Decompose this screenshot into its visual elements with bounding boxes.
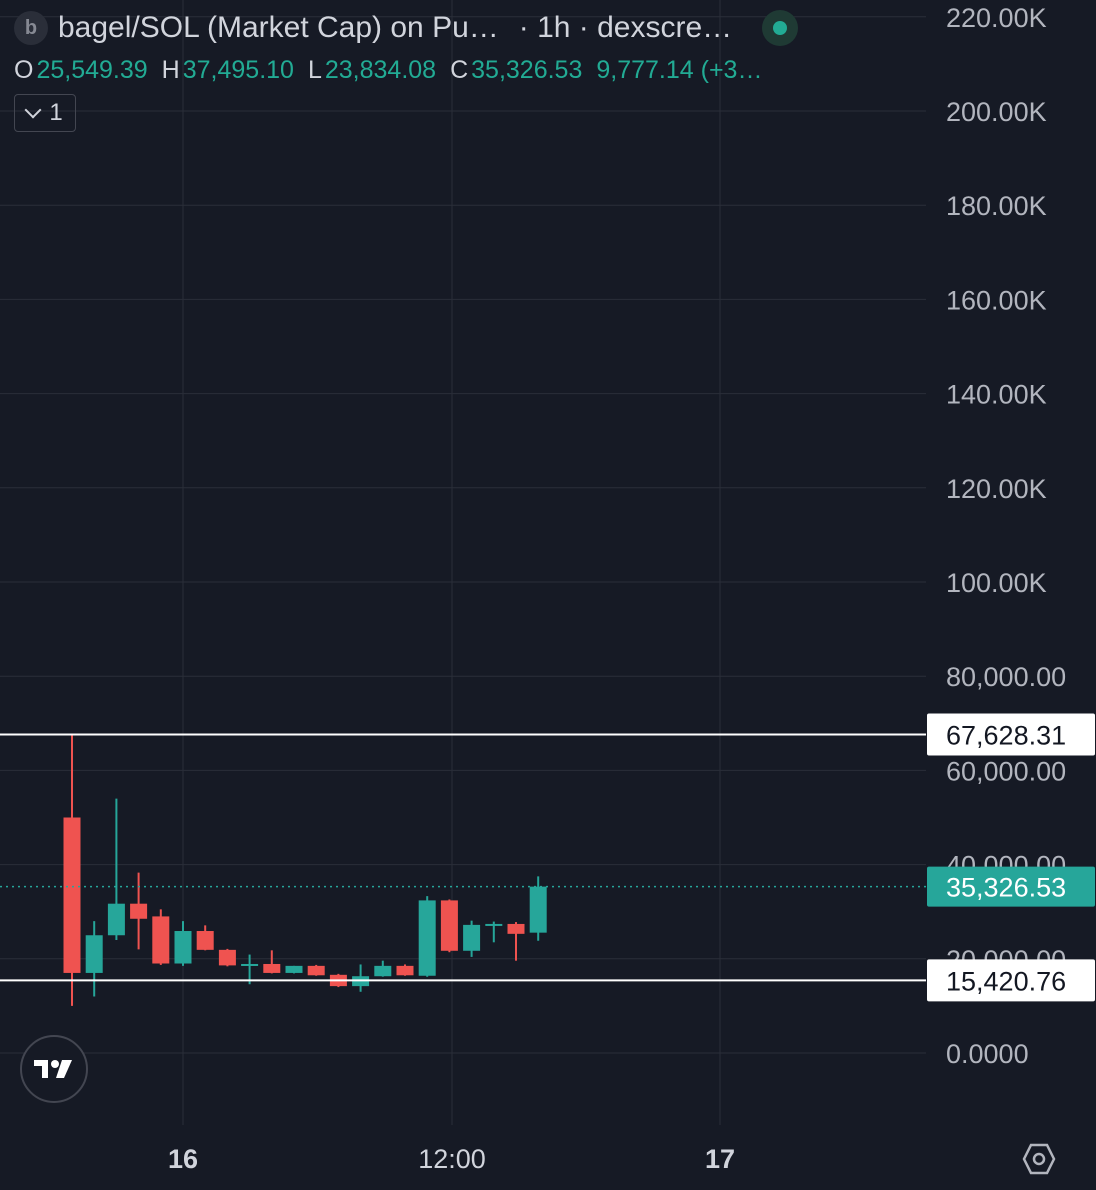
candle-down xyxy=(440,899,458,953)
close-value: 35,326.53 xyxy=(471,55,583,84)
price-line-tag-label: 15,420.76 xyxy=(946,966,1066,996)
y-tick-label: 0.0000 xyxy=(946,1039,1029,1069)
symbol-title[interactable]: bagel/SOL (Market Cap) on Pu… xyxy=(58,11,499,44)
candle-body xyxy=(218,949,236,966)
y-tick-label: 140.00K xyxy=(946,380,1047,410)
grid-lines xyxy=(0,0,926,1125)
candle-body xyxy=(374,965,392,977)
interval-source: · 1h · dexscre… xyxy=(518,11,733,44)
candle-body xyxy=(463,924,481,951)
chevron-down-icon xyxy=(24,101,42,119)
y-tick-label: 160.00K xyxy=(946,285,1047,315)
candle-up xyxy=(529,876,547,941)
candle-body xyxy=(507,923,525,934)
candle-down xyxy=(218,948,236,967)
y-tick-label: 60,000.00 xyxy=(946,756,1066,786)
price-axis[interactable]: 220.00K 200.00K 180.00K 160.00K 140.00K 120.0… xyxy=(946,3,1066,1069)
time-axis-label: 16 xyxy=(168,1144,198,1174)
horizontal-lines xyxy=(0,733,926,982)
y-tick-label: 220.00K xyxy=(946,3,1047,33)
candle-up xyxy=(241,954,259,985)
tradingview-logo-icon[interactable] xyxy=(20,1035,88,1103)
candle-down xyxy=(152,909,170,965)
candle-up xyxy=(463,920,481,957)
candle-body xyxy=(485,923,503,926)
candle-body xyxy=(85,935,103,973)
status-dot-icon xyxy=(762,10,799,46)
y-tick-label: 200.00K xyxy=(946,97,1047,127)
y-tick-label: 100.00K xyxy=(946,568,1047,598)
candle-up xyxy=(418,896,436,977)
candle-body xyxy=(241,963,259,966)
time-axis-label: 17 xyxy=(705,1144,735,1174)
price-tags: 67,628.31 15,420.76 35,326.53 xyxy=(927,713,1095,1002)
ohlc-values: O 25,549.39 H 37,495.10 L 23,834.08 C 35… xyxy=(14,52,924,88)
high-value: 37,495.10 xyxy=(182,55,294,84)
candle-up xyxy=(107,798,125,940)
last-price-tag-label: 35,326.53 xyxy=(946,873,1066,903)
candle-body xyxy=(440,900,458,951)
candle-body xyxy=(263,963,281,973)
candle-body xyxy=(130,903,148,919)
candle-up xyxy=(352,964,370,992)
candle-body xyxy=(196,931,214,950)
candle-body xyxy=(152,916,170,964)
high-key: H xyxy=(161,55,180,84)
candle-down xyxy=(263,950,281,974)
collapse-indicators-button[interactable]: 1 xyxy=(14,94,76,132)
y-tick-label: 120.00K xyxy=(946,474,1047,504)
indicators-count: 1 xyxy=(49,99,63,126)
candle-down xyxy=(130,872,148,950)
y-tick-label: 180.00K xyxy=(946,191,1047,221)
price-line-tag-label: 67,628.31 xyxy=(946,720,1066,750)
chart-legend: b bagel/SOL (Market Cap) on Pu… · 1h · d… xyxy=(14,6,924,132)
candle-down xyxy=(307,964,325,976)
candle-down xyxy=(196,925,214,951)
open-value: 25,549.39 xyxy=(36,55,148,84)
candle-down xyxy=(507,922,525,961)
symbol-title-row[interactable]: b bagel/SOL (Market Cap) on Pu… · 1h · d… xyxy=(14,6,924,50)
y-tick-label: 80,000.00 xyxy=(946,662,1066,692)
candle-up xyxy=(374,960,392,977)
candles xyxy=(63,734,547,1006)
candle-up xyxy=(485,921,503,943)
candle-body xyxy=(63,817,81,973)
low-key: L xyxy=(307,55,322,84)
close-key: C xyxy=(450,55,469,84)
candle-body xyxy=(307,965,325,976)
price-line-tag xyxy=(927,713,1095,756)
symbol-logo-icon: b xyxy=(14,11,48,45)
time-axis-label: 12:00 xyxy=(418,1144,486,1174)
open-key: O xyxy=(14,55,34,84)
candle-body xyxy=(285,965,303,973)
candle-body xyxy=(529,886,547,933)
time-axis[interactable]: 16 12:00 17 xyxy=(168,1144,735,1174)
candle-down xyxy=(63,734,81,1006)
candle-up xyxy=(174,921,192,966)
candle-down xyxy=(396,964,414,976)
change-value: 9,777.14 (+3… xyxy=(596,55,763,84)
price-line-tag xyxy=(927,959,1095,1002)
candle-body xyxy=(418,900,436,976)
settings-icon[interactable] xyxy=(1022,1142,1056,1176)
candle-body xyxy=(396,965,414,976)
candle-up xyxy=(285,965,303,974)
candle-body xyxy=(174,931,192,964)
low-value: 23,834.08 xyxy=(324,55,437,84)
candle-up xyxy=(85,921,103,997)
last-price-tag xyxy=(927,866,1095,907)
candle-body xyxy=(107,903,125,936)
